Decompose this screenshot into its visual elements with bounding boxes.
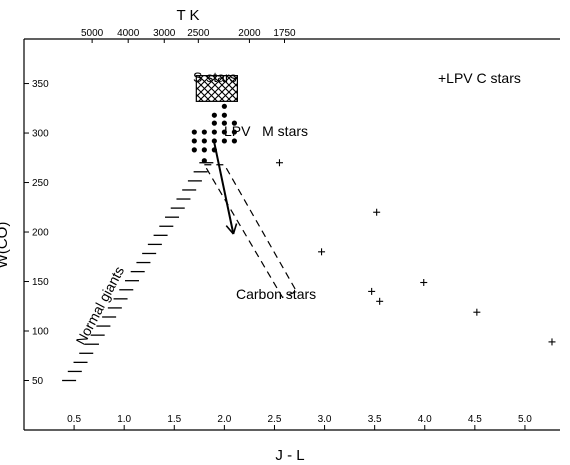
hatch-line bbox=[226, 75, 238, 87]
y-tick-label: 300 bbox=[32, 129, 49, 140]
arrow-shaft bbox=[213, 142, 235, 235]
lpv-m-star-point bbox=[211, 147, 217, 153]
lpv-m-star-point bbox=[191, 147, 197, 153]
hatch-line bbox=[226, 90, 238, 102]
top-tick-label: 4000 bbox=[117, 28, 140, 39]
hatch-line bbox=[195, 79, 218, 102]
hatch-line bbox=[198, 75, 225, 102]
lpv-m-star-point bbox=[201, 158, 207, 164]
annotation-s-stars: S stars bbox=[193, 69, 237, 85]
annotation-lpv-c-stars: +LPV C stars bbox=[438, 70, 521, 86]
x-tick-label: 3.0 bbox=[318, 414, 332, 425]
lpv-m-star-point bbox=[221, 112, 227, 118]
carbon-band-outline bbox=[203, 164, 298, 299]
lpv-c-star-point bbox=[473, 308, 481, 316]
x-tick-label: 3.5 bbox=[368, 414, 382, 425]
regions bbox=[62, 75, 298, 382]
axis-ticks: 0.5 1.0 1.5 2.0 2.5 3.0 3.5 4.0 4.5 5.0 50 100 150 20… bbox=[24, 28, 532, 430]
lpv-c-star-point bbox=[420, 279, 428, 287]
y-tick-label: 50 bbox=[32, 376, 44, 387]
top-tick-label: 2500 bbox=[187, 28, 210, 39]
y-tick-label: 200 bbox=[32, 228, 49, 239]
top-tick-label: 3000 bbox=[153, 28, 176, 39]
x-tick-label: 5.0 bbox=[518, 414, 532, 425]
lpv-m-star-point bbox=[221, 103, 227, 109]
lpv-m-star-point bbox=[201, 147, 207, 153]
y-tick-label: 350 bbox=[32, 79, 49, 90]
x-axis-title: J - L bbox=[275, 447, 304, 464]
hatch-line bbox=[195, 75, 218, 98]
y-axis-title: W(CO) bbox=[0, 222, 11, 269]
lpv-m-star-point bbox=[191, 129, 197, 135]
lpv-m-star-point bbox=[231, 138, 237, 144]
x-tick-label: 4.0 bbox=[418, 414, 432, 425]
top-axis-title: T K bbox=[176, 7, 199, 24]
lpv-m-star-point bbox=[211, 129, 217, 135]
x-tick-label: 0.5 bbox=[67, 414, 81, 425]
lpv-c-star-point bbox=[376, 297, 384, 305]
hatch-line bbox=[205, 75, 232, 102]
hatch-line bbox=[219, 75, 238, 94]
lpv-m-star-point bbox=[201, 129, 207, 135]
lpv-m-star-point bbox=[221, 120, 227, 126]
evolution-arrow bbox=[213, 142, 238, 235]
lpv-m-star-point bbox=[221, 138, 227, 144]
lpv-m-star-point bbox=[231, 120, 237, 126]
x-tick-label: 2.0 bbox=[217, 414, 231, 425]
x-tick-label: 4.5 bbox=[468, 414, 482, 425]
lpv-m-star-point bbox=[221, 129, 227, 135]
lpv-m-star-point bbox=[211, 120, 217, 126]
hatch-line bbox=[233, 97, 238, 102]
plot-frame bbox=[23, 38, 560, 431]
top-tick-label: 1750 bbox=[273, 28, 296, 39]
y-tick-label: 100 bbox=[32, 327, 49, 338]
hatch-line bbox=[212, 75, 238, 101]
lpv-c-star-point bbox=[275, 159, 283, 167]
lpv-c-star-point bbox=[548, 338, 556, 346]
annotation-lpv-m-stars: LPV M stars bbox=[224, 123, 308, 139]
lpv-c-star-point bbox=[373, 208, 381, 216]
lpv-m-star-point bbox=[211, 138, 217, 144]
region-carbon-stars bbox=[203, 164, 298, 299]
arrow-head bbox=[232, 223, 238, 235]
lpv-c-star-point bbox=[368, 287, 376, 295]
region-s-stars bbox=[195, 75, 238, 102]
data-marks bbox=[191, 103, 556, 346]
top-tick-label: 2000 bbox=[238, 28, 261, 39]
top-tick-label: 5000 bbox=[81, 28, 104, 39]
annotation-carbon-stars: Carbon stars bbox=[236, 286, 316, 302]
x-tick-label: 2.5 bbox=[268, 414, 282, 425]
hatch-line bbox=[219, 83, 238, 102]
y-tick-label: 250 bbox=[32, 178, 49, 189]
x-tick-label: 1.5 bbox=[167, 414, 181, 425]
arrow-head bbox=[225, 225, 234, 235]
hatch-line bbox=[233, 75, 238, 80]
lpv-c-star-point bbox=[318, 248, 326, 256]
hatch-line bbox=[212, 76, 238, 102]
region-normal-giants bbox=[62, 162, 214, 382]
lpv-m-star-point bbox=[201, 138, 207, 144]
lpv-m-star-point bbox=[231, 129, 237, 135]
y-tick-label: 150 bbox=[32, 277, 49, 288]
x-tick-label: 1.0 bbox=[117, 414, 131, 425]
lpv-m-star-point bbox=[191, 138, 197, 144]
lpv-m-star-point bbox=[211, 112, 217, 118]
